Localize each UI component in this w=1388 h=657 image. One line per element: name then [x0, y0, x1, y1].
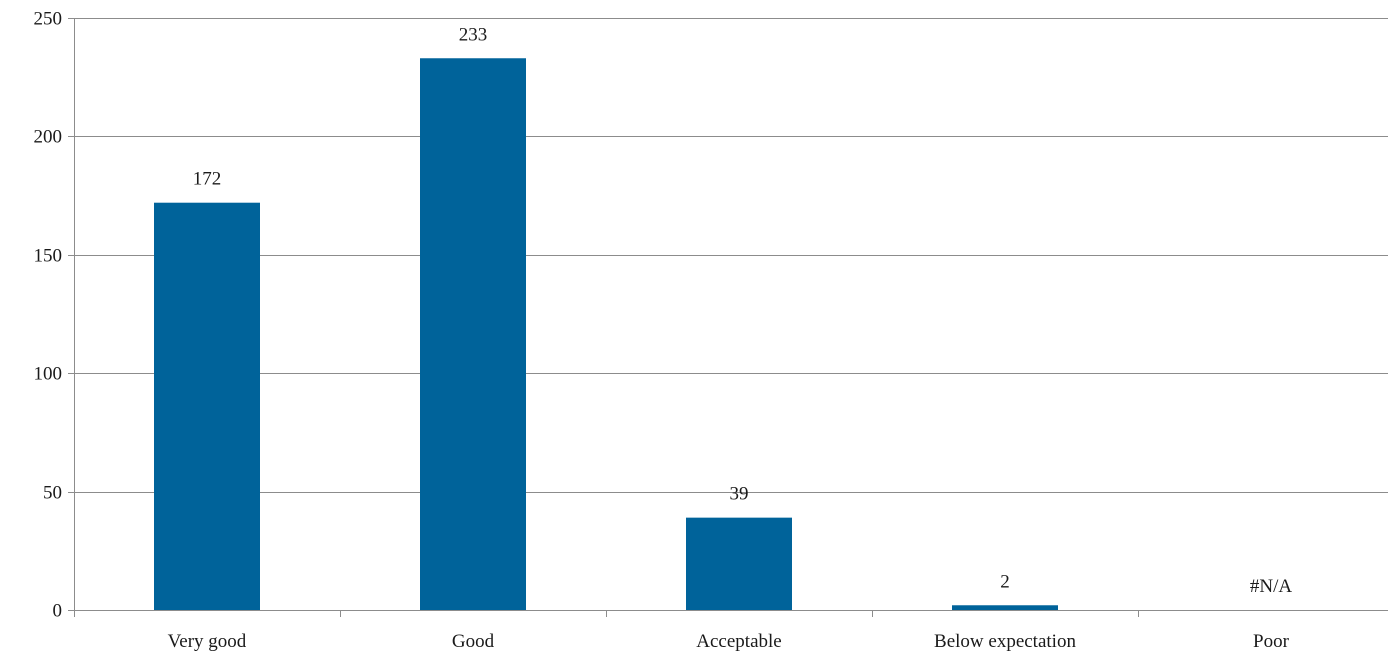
- y-tick-label: 150: [34, 246, 63, 267]
- y-tick-label: 200: [34, 127, 63, 148]
- data-label: 172: [193, 169, 222, 190]
- data-label: 39: [730, 484, 749, 505]
- data-label: #N/A: [1250, 576, 1293, 597]
- x-category-label: Very good: [168, 631, 247, 652]
- data-labels: 172 233 39 2 #N/A: [193, 24, 1293, 597]
- x-category-label: Poor: [1253, 631, 1290, 652]
- axes: [68, 18, 1388, 617]
- x-category-label: Below expectation: [934, 631, 1076, 652]
- data-label: 233: [459, 24, 488, 45]
- data-label: 2: [1000, 571, 1010, 592]
- y-tick-label: 250: [34, 9, 63, 30]
- y-tick-label: 50: [43, 483, 62, 504]
- y-tick-labels: 0 50 100 150 200 250: [34, 9, 63, 622]
- x-category-label: Good: [452, 631, 495, 652]
- bar: [686, 517, 792, 610]
- bars: [154, 58, 1058, 611]
- bar: [952, 605, 1058, 610]
- y-tick-label: 100: [34, 364, 63, 385]
- y-tick-label: 0: [53, 601, 63, 622]
- gridlines: [74, 18, 1388, 493]
- x-category-labels: Very good Good Acceptable Below expectation…: [168, 631, 1290, 652]
- x-category-label: Acceptable: [696, 631, 781, 652]
- bar: [154, 202, 260, 611]
- bar: [420, 58, 526, 611]
